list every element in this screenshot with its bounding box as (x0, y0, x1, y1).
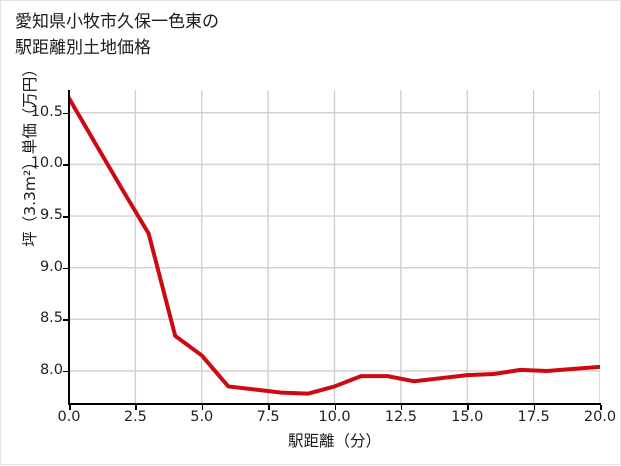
price-line-series (69, 96, 600, 396)
x-axis-line (68, 403, 601, 405)
x-tick-label: 10.0 (318, 409, 351, 425)
x-tick-mark (467, 405, 469, 410)
x-tick-label: 20.0 (583, 409, 617, 425)
y-axis-label-wrap: 坪（3.3m²）単価（万円） (18, 0, 40, 314)
y-tick-label: 10.0 (30, 155, 63, 172)
x-tick-mark (268, 405, 270, 410)
x-tick-label: 5.0 (190, 409, 214, 425)
x-tick-label: 15.0 (451, 409, 484, 425)
x-tick-mark (334, 405, 336, 410)
y-tick-mark (63, 267, 68, 270)
x-tick-mark (201, 405, 204, 410)
x-tick-label: 7.5 (256, 409, 280, 425)
y-tick-label: 8.0 (39, 361, 63, 378)
y-axis-tick-labels: 8.0 8.5 9.0 9.5 10.0 10.5 (1, 1, 68, 466)
y-tick-label: 10.5 (30, 103, 63, 120)
y-tick-label: 8.5 (39, 310, 63, 327)
y-axis-line (68, 90, 70, 405)
x-tick-label: 12.5 (384, 409, 418, 425)
x-tick-mark (69, 405, 71, 410)
y-tick-mark (63, 216, 68, 218)
gridlines (69, 90, 600, 404)
y-tick-mark (63, 370, 68, 373)
x-tick-mark (533, 405, 536, 410)
y-tick-mark (63, 319, 68, 321)
plot-area (69, 90, 600, 404)
x-tick-label: 0.0 (57, 409, 81, 425)
x-tick-mark (600, 405, 602, 410)
y-tick-label: 9.5 (39, 207, 63, 223)
y-tick-mark (63, 164, 68, 166)
x-tick-label: 17.5 (517, 409, 550, 425)
y-axis-label: 坪（3.3m²）単価（万円） (21, 61, 39, 247)
x-tick-mark (135, 405, 137, 410)
chart-title: 愛知県小牧市久保一色東の 駅距離別土地価格 (15, 12, 219, 58)
x-tick-mark (400, 405, 403, 410)
line-chart-svg (69, 90, 600, 404)
x-tick-label: 2.5 (123, 409, 147, 425)
y-tick-mark (63, 112, 68, 115)
y-tick-label: 9.0 (39, 258, 63, 275)
data-series-group (69, 96, 600, 396)
x-axis-label: 駅距離（分） (287, 432, 381, 450)
